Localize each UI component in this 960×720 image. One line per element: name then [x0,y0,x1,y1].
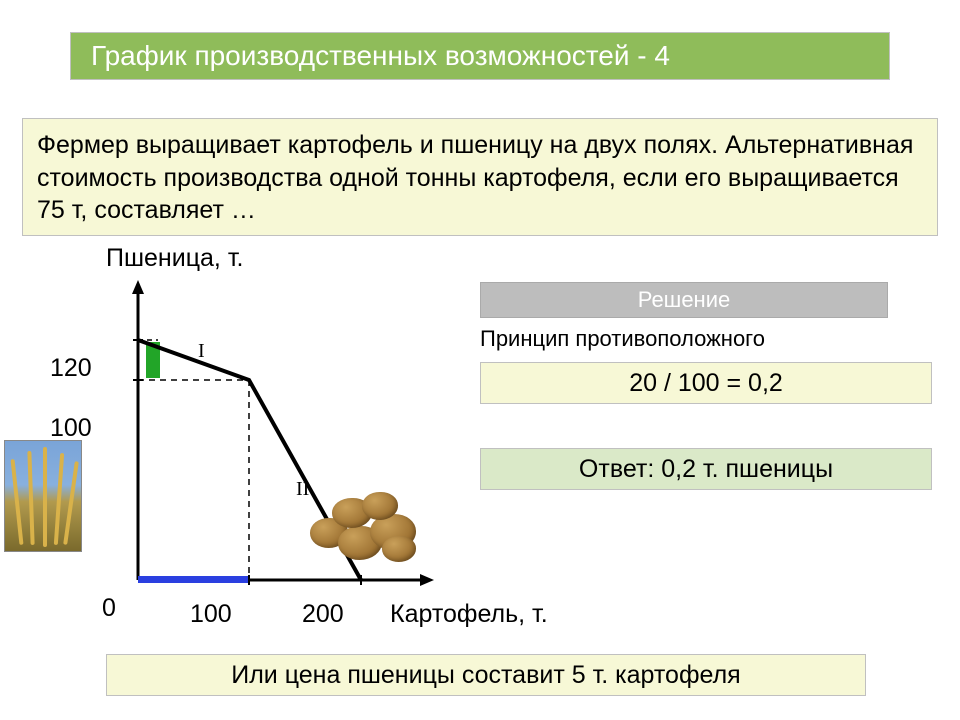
answer-box: Ответ: 0,2 т. пшеницы [480,448,932,490]
y-axis-label: Пшеница, т. [106,244,243,273]
calculation-box: 20 / 100 = 0,2 [480,362,932,404]
wheat-image [4,440,82,552]
y-tick-120: 120 [50,354,92,383]
slide-title: График производственных возможностей - 4 [70,32,890,80]
footer-box: Или цена пшеницы составит 5 т. картофеля [106,654,866,696]
solution-button[interactable]: Решение [480,282,888,318]
footer-text: Или цена пшеницы составит 5 т. картофеля [231,661,740,690]
solution-button-label: Решение [638,287,731,313]
potato-image [304,490,424,564]
origin-tick: 0 [102,594,116,623]
x-tick-100: 100 [190,600,232,629]
problem-statement: Фермер выращивает картофель и пшеницу на… [22,118,938,236]
calculation-text: 20 / 100 = 0,2 [629,369,783,398]
answer-text: Ответ: 0,2 т. пшеницы [579,455,833,484]
x-tick-200: 200 [302,600,344,629]
x-axis-label: Картофель, т. [390,600,548,629]
segment-label-i: I [198,340,205,363]
slide-title-text: График производственных возможностей - 4 [91,40,670,72]
problem-text: Фермер выращивает картофель и пшеницу на… [37,131,913,224]
y-tick-100: 100 [50,414,92,443]
principle-text: Принцип противоположного [480,326,765,352]
